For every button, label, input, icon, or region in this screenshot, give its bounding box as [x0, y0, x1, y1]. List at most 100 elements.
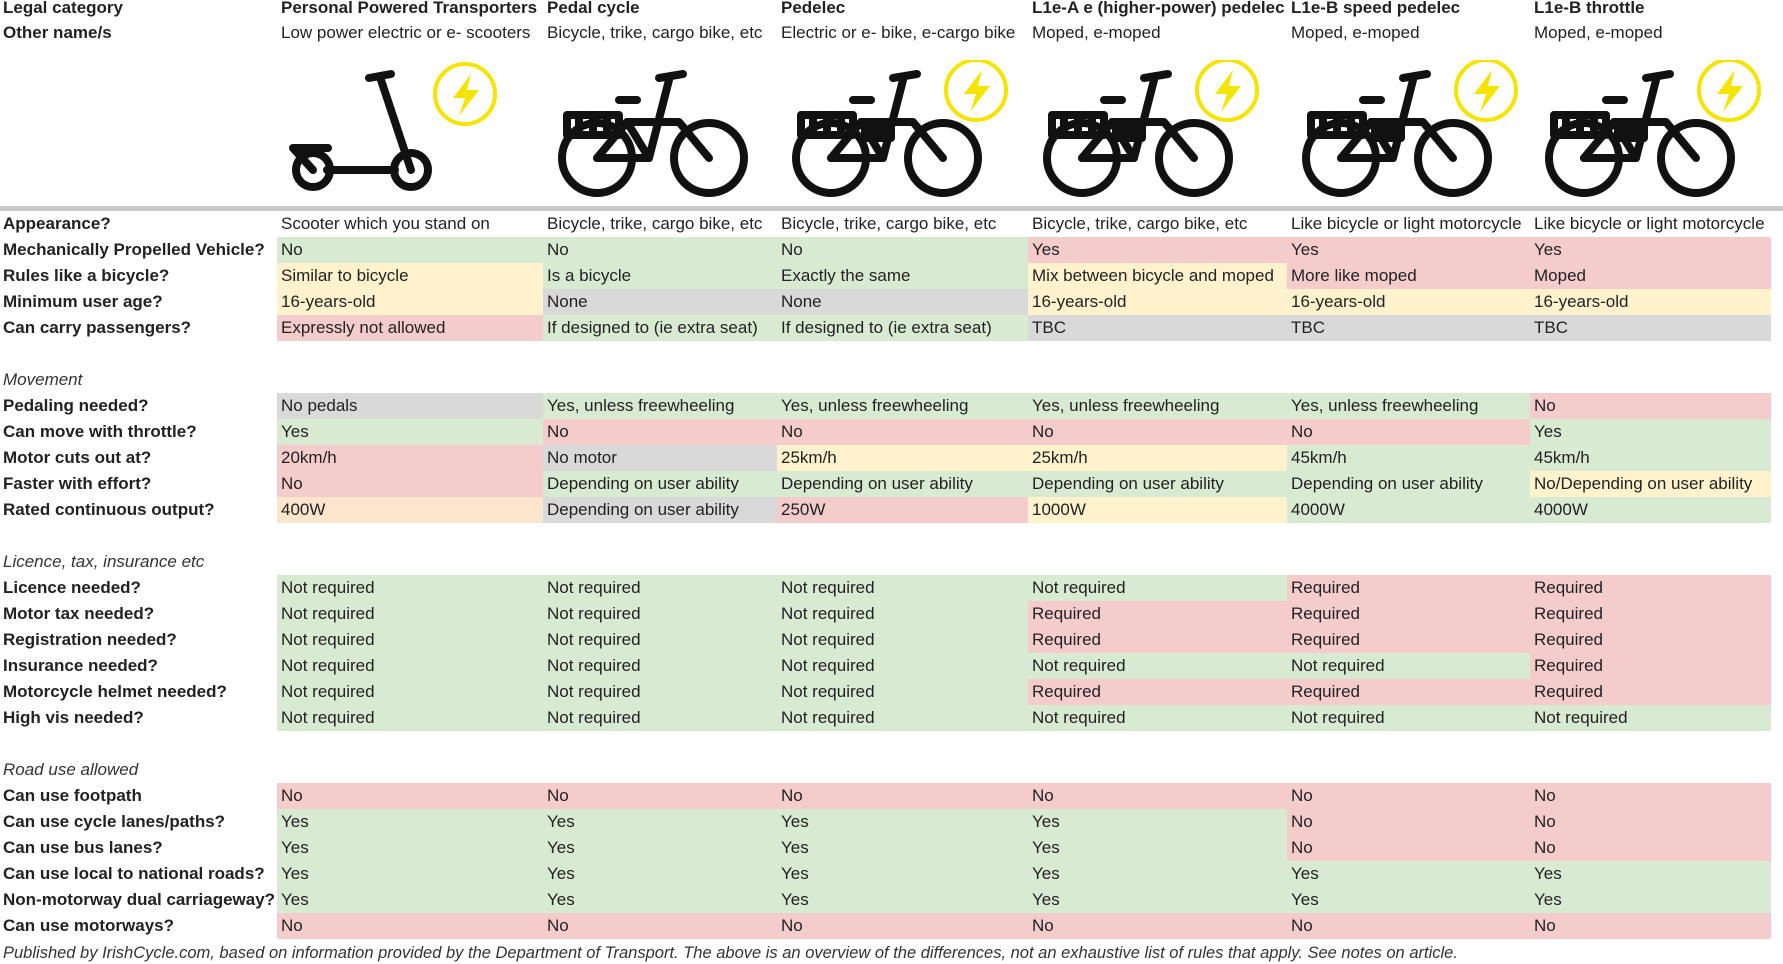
table-cell: 16-years-old [1028, 289, 1287, 315]
table-cell: TBC [1287, 315, 1530, 341]
column-other-names-4: Moped, e-moped [1291, 23, 1420, 42]
row-label: Can move with throttle? [3, 422, 197, 441]
table-cell: Yes [777, 835, 1028, 861]
row-label: Can use bus lanes? [3, 838, 163, 857]
table-cell: No [1028, 419, 1287, 445]
table-cell: 400W [277, 497, 543, 523]
table-cell: None [777, 289, 1028, 315]
row-label: Licence needed? [3, 578, 141, 597]
row-label: Registration needed? [3, 630, 177, 649]
table-cell: Required [1530, 679, 1771, 705]
table-cell: Not required [777, 653, 1028, 679]
table-cell: Not required [1028, 705, 1287, 731]
table-cell: Not required [543, 679, 777, 705]
table-cell: 4000W [1530, 497, 1771, 523]
header-divider [0, 206, 1783, 211]
ebike-icon [783, 60, 1013, 200]
table-cell: No [1287, 809, 1530, 835]
table-cell: Not required [1530, 705, 1771, 731]
table-cell: Is a bicycle [543, 263, 777, 289]
table-cell: Yes, unless freewheeling [1028, 393, 1287, 419]
column-category-2: Pedelec [781, 0, 846, 17]
table-cell: Required [1287, 601, 1530, 627]
row-label: Motor tax needed? [3, 604, 155, 623]
row-label: Motorcycle helmet needed? [3, 682, 227, 701]
table-cell: 4000W [1287, 497, 1530, 523]
row-label: Minimum user age? [3, 292, 163, 311]
row-label: Motor cuts out at? [3, 448, 152, 467]
bicycle-icon [549, 60, 779, 200]
table-cell: Expressly not allowed [277, 315, 543, 341]
table-cell: Yes [1530, 861, 1771, 887]
table-cell: Not required [277, 705, 543, 731]
table-cell: Yes [1028, 237, 1287, 263]
scooter-icon [283, 60, 513, 200]
table-cell: Yes [543, 835, 777, 861]
table-cell: Yes [277, 809, 543, 835]
table-cell: Not required [543, 601, 777, 627]
table-cell: Required [1287, 575, 1530, 601]
column-other-names-3: Moped, e-moped [1032, 23, 1161, 42]
table-cell: Depending on user ability [777, 471, 1028, 497]
table-cell: No [1530, 809, 1771, 835]
table-cell: None [543, 289, 777, 315]
table-cell: Yes, unless freewheeling [777, 393, 1028, 419]
table-cell: Required [1530, 627, 1771, 653]
table-cell: If designed to (ie extra seat) [543, 315, 777, 341]
table-cell: 250W [777, 497, 1028, 523]
table-cell: Yes [1530, 237, 1771, 263]
table-cell: Mix between bicycle and moped [1028, 263, 1287, 289]
table-cell: Yes [277, 861, 543, 887]
table-cell: 25km/h [1028, 445, 1287, 471]
table-cell: No [777, 419, 1028, 445]
table-cell: Not required [1028, 653, 1287, 679]
table-cell: Like bicycle or light motorcycle [1534, 214, 1765, 233]
table-cell: 20km/h [277, 445, 543, 471]
ebike-icon [1536, 60, 1766, 200]
table-cell: Not required [543, 627, 777, 653]
lightning-bolt-icon [944, 60, 1008, 122]
table-cell: Not required [777, 705, 1028, 731]
table-cell: Not required [277, 627, 543, 653]
row-label: Can use footpath [3, 786, 142, 805]
table-cell: Bicycle, trike, cargo bike, etc [1032, 214, 1248, 233]
table-cell: Required [1287, 627, 1530, 653]
table-cell: 25km/h [777, 445, 1028, 471]
table-cell: Not required [277, 653, 543, 679]
table-cell: No [1530, 783, 1771, 809]
table-cell: Not required [543, 705, 777, 731]
column-other-names-0: Low power electric or e- scooters [281, 23, 531, 42]
table-cell: No [277, 471, 543, 497]
column-category-1: Pedal cycle [547, 0, 640, 17]
table-cell: No [1028, 783, 1287, 809]
table-cell: No [1287, 835, 1530, 861]
table-cell: Not required [543, 575, 777, 601]
row-label: Non-motorway dual carriageway? [3, 890, 276, 909]
table-cell: 45km/h [1287, 445, 1530, 471]
legal-category-label: Legal category [3, 0, 123, 17]
table-cell: Yes [1287, 887, 1530, 913]
table-cell: No [1287, 913, 1530, 939]
table-cell: No [1028, 913, 1287, 939]
column-category-5: L1e-B throttle [1534, 0, 1645, 17]
table-cell: Required [1028, 679, 1287, 705]
table-cell: Not required [777, 601, 1028, 627]
table-cell: Like bicycle or light motorcycle [1291, 214, 1522, 233]
table-cell: Scooter which you stand on [281, 214, 490, 233]
table-cell: No [543, 419, 777, 445]
table-cell: Not required [777, 679, 1028, 705]
table-cell: Yes [777, 809, 1028, 835]
column-other-names-5: Moped, e-moped [1534, 23, 1663, 42]
table-cell: Not required [277, 575, 543, 601]
row-label: Can use motorways? [3, 916, 174, 935]
table-cell: No/Depending on user ability [1530, 471, 1771, 497]
column-category-3: L1e-A e (higher-power) pedelec [1032, 0, 1285, 17]
table-cell: Yes [1287, 861, 1530, 887]
row-label: Can carry passengers? [3, 318, 192, 337]
table-cell: Not required [777, 627, 1028, 653]
table-cell: No [777, 237, 1028, 263]
table-cell: Depending on user ability [1028, 471, 1287, 497]
lightning-bolt-icon [1195, 60, 1259, 122]
ebike-icon [1293, 60, 1523, 200]
